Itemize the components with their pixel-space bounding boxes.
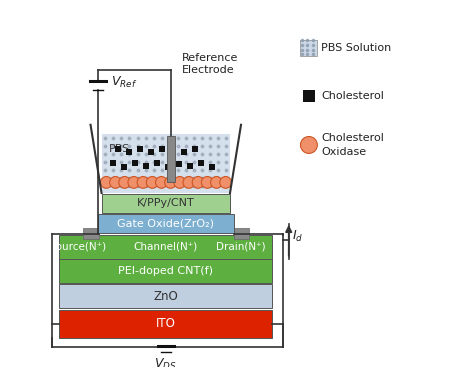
Bar xyxy=(143,163,149,169)
Bar xyxy=(187,163,193,169)
Text: $V_{DS}$: $V_{DS}$ xyxy=(154,357,177,367)
Bar xyxy=(59,310,272,338)
Bar xyxy=(198,160,203,166)
Circle shape xyxy=(211,177,222,188)
Circle shape xyxy=(165,177,176,188)
Bar xyxy=(126,149,132,155)
Bar xyxy=(101,134,230,193)
Bar xyxy=(181,149,187,155)
Bar xyxy=(101,194,230,213)
Bar xyxy=(167,136,175,182)
Bar xyxy=(148,149,154,155)
Circle shape xyxy=(155,177,167,188)
Text: Cholesterol
Oxidase: Cholesterol Oxidase xyxy=(321,133,384,157)
Text: PBS Solution: PBS Solution xyxy=(321,43,391,53)
Bar xyxy=(233,228,249,239)
Circle shape xyxy=(202,177,213,188)
Bar xyxy=(115,146,121,152)
Circle shape xyxy=(183,177,195,188)
Bar xyxy=(154,160,159,166)
Bar xyxy=(176,161,181,167)
Bar xyxy=(59,235,272,259)
Bar xyxy=(159,146,165,152)
Text: PEI-doped CNT(f): PEI-doped CNT(f) xyxy=(118,266,213,276)
Circle shape xyxy=(110,177,121,188)
Bar xyxy=(98,214,233,233)
Bar xyxy=(121,164,127,170)
Text: Drain(N⁺): Drain(N⁺) xyxy=(216,242,266,252)
Bar xyxy=(137,146,143,152)
Text: K/PPy/CNT: K/PPy/CNT xyxy=(137,198,195,208)
Text: PBS: PBS xyxy=(109,143,130,154)
Circle shape xyxy=(128,177,140,188)
Bar xyxy=(300,40,317,56)
Bar xyxy=(209,164,215,170)
Circle shape xyxy=(137,177,149,188)
Circle shape xyxy=(174,177,185,188)
Bar xyxy=(303,90,315,102)
Text: $V_{Ref}$: $V_{Ref}$ xyxy=(111,75,137,90)
Bar xyxy=(83,228,99,239)
Bar xyxy=(132,160,137,166)
Circle shape xyxy=(192,177,204,188)
Bar xyxy=(110,160,115,166)
Circle shape xyxy=(146,177,158,188)
Bar xyxy=(165,164,171,170)
Circle shape xyxy=(300,137,317,153)
Text: ZnO: ZnO xyxy=(154,290,178,303)
Circle shape xyxy=(101,177,112,188)
Bar xyxy=(59,259,272,283)
Circle shape xyxy=(119,177,131,188)
Text: Gate Oxide(ZrO₂): Gate Oxide(ZrO₂) xyxy=(117,218,214,229)
Text: Cholesterol: Cholesterol xyxy=(321,91,384,101)
Bar xyxy=(59,284,272,308)
Text: Channel(N⁺): Channel(N⁺) xyxy=(134,242,198,252)
Text: ITO: ITO xyxy=(156,317,176,330)
Circle shape xyxy=(220,177,232,188)
Text: $I_d$: $I_d$ xyxy=(292,229,304,244)
Bar xyxy=(192,146,198,152)
Text: Reference
Electrode: Reference Electrode xyxy=(182,53,239,75)
Text: Source(N⁺): Source(N⁺) xyxy=(49,242,106,252)
